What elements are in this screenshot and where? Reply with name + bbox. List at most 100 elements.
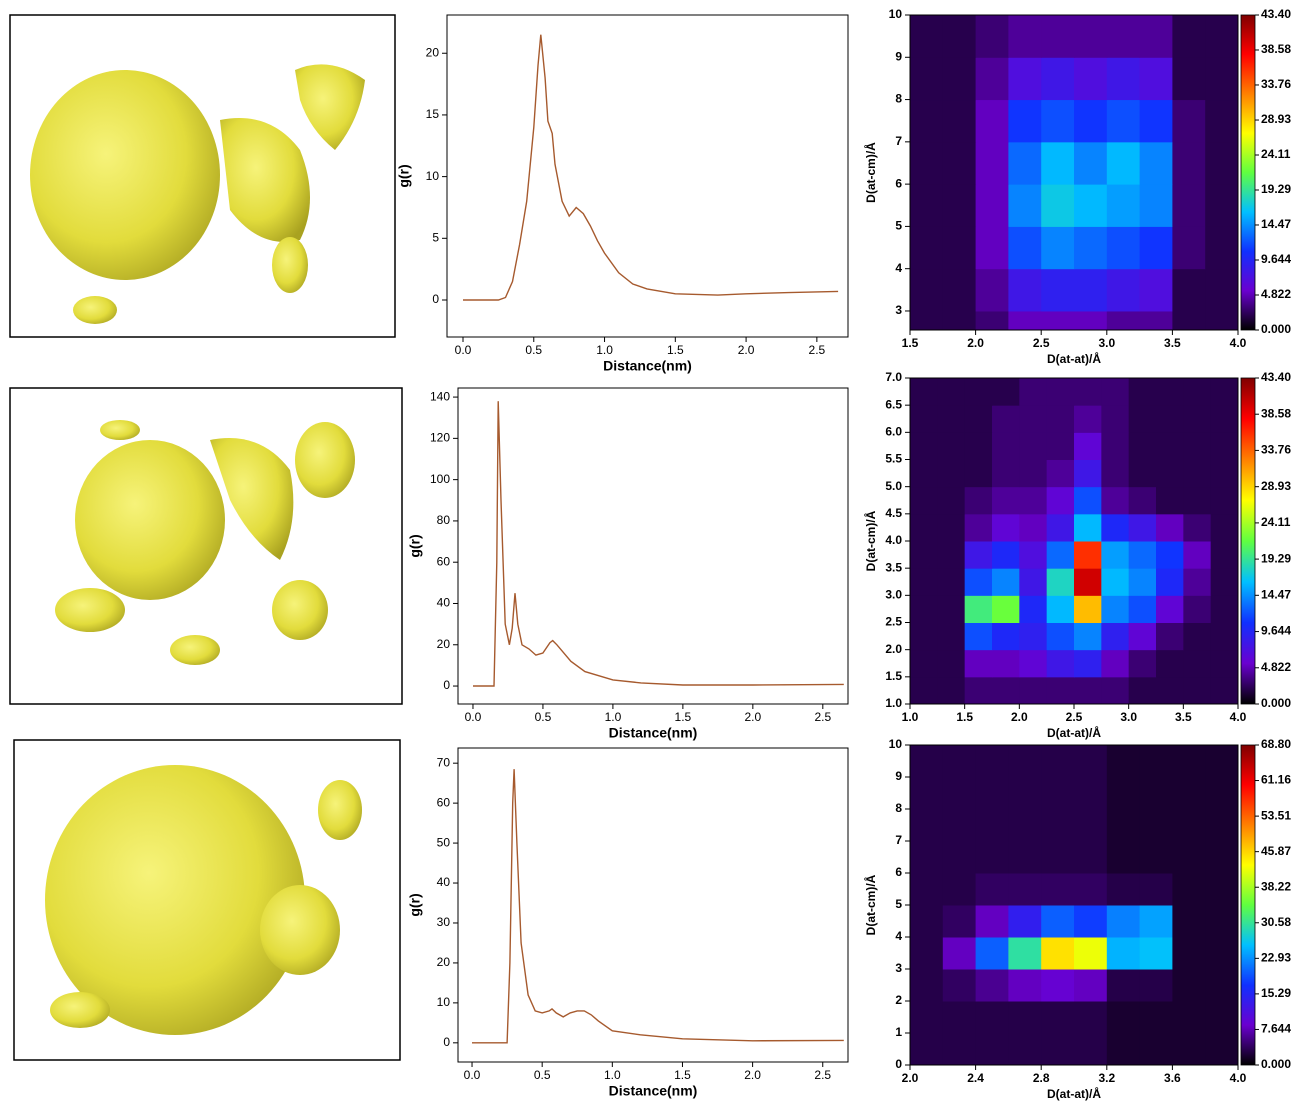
heat-cell — [1101, 676, 1130, 705]
y-tick-label: 3.5 — [885, 560, 902, 574]
heat-cell — [910, 568, 938, 596]
heat-cell — [1139, 873, 1173, 906]
heat-cell — [1128, 486, 1157, 515]
heat-cell — [1074, 841, 1108, 874]
isosurface-image — [13, 739, 401, 1061]
heat-cell — [1046, 541, 1075, 569]
heat-cell — [1041, 184, 1075, 227]
heat-cell — [942, 226, 977, 270]
heat-cell — [942, 841, 977, 874]
heat-cell — [910, 310, 944, 331]
heat-cell — [1106, 1033, 1141, 1066]
colorbar-tick-label: 30.58 — [1261, 915, 1291, 929]
x-tick-label: 3.5 — [1175, 710, 1192, 724]
x-tick-label: 3.2 — [1098, 1071, 1115, 1085]
x-tick-label: 2.5 — [814, 1068, 831, 1082]
heat-cell — [1172, 873, 1206, 906]
heat-cell — [975, 937, 1009, 970]
heat-cell — [1074, 486, 1102, 515]
heat-cell — [937, 513, 966, 542]
colorbar-tick-label: 33.76 — [1261, 443, 1291, 457]
x-tick-label: 2.5 — [1066, 710, 1083, 724]
heat-cell — [910, 541, 938, 569]
heat-cell — [1101, 649, 1130, 678]
heat-cell — [1205, 226, 1239, 270]
heat-cell — [1172, 99, 1206, 143]
heat-cell — [1128, 513, 1157, 542]
y-tick-label: 6.5 — [885, 397, 902, 411]
y-tick-label: 0 — [895, 1057, 902, 1071]
heat-cell — [1074, 905, 1108, 938]
y-tick-label: 20 — [437, 637, 451, 651]
y-tick-label: 2.0 — [885, 642, 902, 656]
heat-cell — [1019, 676, 1048, 705]
x-tick-label: 0.5 — [525, 343, 542, 357]
y-tick-label: 50 — [437, 835, 451, 849]
heat-cell — [1106, 937, 1141, 970]
heat-cell — [1128, 432, 1157, 460]
heat-cell — [1041, 141, 1075, 185]
heat-cell — [937, 541, 966, 569]
y-tick-label: 0 — [432, 292, 439, 306]
colorbar-tick-label: 14.47 — [1261, 587, 1291, 601]
heat-cell — [1074, 568, 1102, 596]
heat-cell — [975, 777, 1009, 810]
heat-cell — [1074, 432, 1102, 460]
heat-cell — [1074, 809, 1108, 842]
heat-cell — [1172, 969, 1206, 1002]
colorbar-tick-label: 68.80 — [1261, 737, 1291, 751]
heat-cell — [964, 541, 993, 569]
y-tick-label: 2 — [895, 993, 902, 1007]
y-axis-label: D(at-cm)/Å — [863, 874, 878, 935]
heat-cell — [1106, 57, 1141, 101]
heat-cell — [1205, 1033, 1239, 1066]
y-tick-label: 7 — [895, 833, 902, 847]
heat-cell — [1074, 184, 1108, 227]
heat-cell — [1101, 432, 1130, 460]
heat-cell — [1205, 15, 1239, 58]
heat-cell — [1041, 15, 1075, 58]
heat-cell — [942, 57, 977, 101]
heat-cell — [1128, 378, 1157, 406]
heat-cell — [1139, 268, 1173, 312]
y-tick-label: 5.5 — [885, 452, 902, 466]
heat-cell — [937, 568, 966, 596]
y-tick-label: 7 — [895, 134, 902, 148]
heat-cell — [1210, 568, 1239, 596]
colorbar-tick-label: 53.51 — [1261, 808, 1291, 822]
heat-cell — [910, 905, 944, 938]
heat-cell — [1101, 459, 1130, 488]
heat-cell — [1205, 141, 1239, 185]
y-tick-label: 6 — [895, 865, 902, 879]
heat-cell — [1008, 99, 1042, 143]
heat-cell — [910, 777, 944, 810]
heat-cell — [975, 841, 1009, 874]
heat-cell — [910, 99, 944, 143]
heat-cell — [1019, 541, 1048, 569]
heat-cell — [992, 486, 1020, 515]
heat-cell — [975, 969, 1009, 1002]
heat-cell — [1019, 568, 1048, 596]
y-tick-label: 10 — [889, 737, 903, 751]
x-tick-label: 2.0 — [967, 336, 984, 350]
heat-cell — [1183, 459, 1212, 488]
heat-cell — [1205, 1001, 1239, 1034]
heat-cell — [1210, 459, 1239, 488]
heat-cell — [1183, 595, 1212, 623]
heat-cell — [1172, 809, 1206, 842]
heat-cell — [1019, 622, 1048, 651]
x-tick-label: 1.5 — [674, 1068, 691, 1082]
y-tick-label: 3 — [895, 303, 902, 317]
heat-cell — [942, 1033, 977, 1066]
gr-line — [463, 34, 839, 301]
colorbar-tick-label: 24.11 — [1261, 515, 1291, 529]
heat-cell — [910, 595, 938, 623]
y-tick-label: 4 — [895, 929, 902, 943]
heat-cell — [1210, 378, 1239, 406]
heat-cell — [1106, 809, 1141, 842]
heat-cell — [1101, 568, 1130, 596]
heat-cell — [1106, 141, 1141, 185]
heat-cell — [964, 432, 993, 460]
heat-cell — [992, 676, 1020, 705]
y-tick-label: 70 — [437, 755, 451, 769]
